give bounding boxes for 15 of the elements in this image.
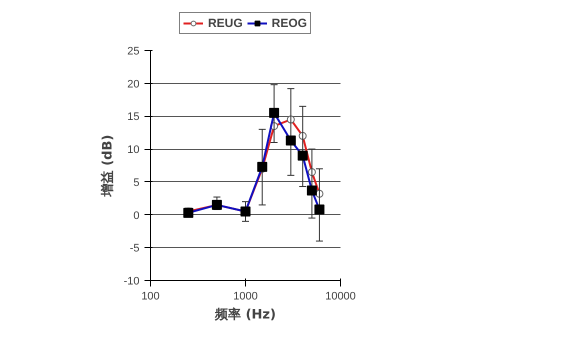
y-tick-label: -10 <box>124 276 140 288</box>
x-tick-label: 100 <box>141 290 160 302</box>
legend-label: REUG <box>208 16 243 30</box>
legend-label: REOG <box>272 16 308 30</box>
y-tick-label: 5 <box>133 176 140 189</box>
x-axis-title: 频率 (Hz) <box>214 306 276 322</box>
y-tick-label: -5 <box>130 242 140 255</box>
y-axis-title: 增益 (dB) <box>100 134 116 198</box>
y-tick-label: 10 <box>127 144 140 156</box>
x-tick-label: 1000 <box>233 290 258 302</box>
x-tick-label: 10000 <box>325 290 356 302</box>
y-tick-label: 0 <box>133 210 140 222</box>
y-tick-label: 20 <box>127 78 140 90</box>
y-tick-label: 25 <box>127 46 140 58</box>
y-tick-label: 15 <box>127 111 140 124</box>
